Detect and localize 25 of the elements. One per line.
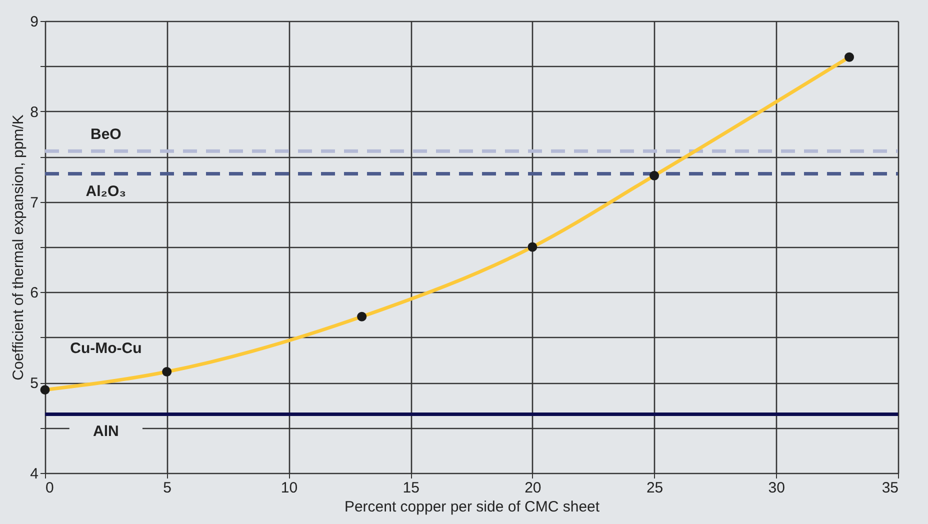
ref-line-label: BeO — [90, 126, 122, 144]
x-axis-title: Percent copper per side of CMC sheet — [344, 498, 600, 516]
y-axis-title: Coefficient of thermal expansion, ppm/K — [10, 114, 28, 380]
point — [844, 52, 854, 62]
ref-line-label: AlN — [93, 423, 119, 440]
point — [162, 367, 172, 376]
point — [650, 170, 660, 180]
point — [357, 312, 367, 322]
x-tick-label: 35 — [882, 480, 898, 496]
y-tick-label: 4 — [30, 466, 38, 482]
y-tick-label: 7 — [30, 194, 38, 212]
y-tick-label: 8 — [30, 104, 38, 121]
series-label: Cu-Mo-Cu — [70, 340, 142, 357]
y-tick-label: 6 — [30, 284, 38, 302]
x-tick-label: 5 — [163, 480, 172, 496]
x-tick-label: 25 — [646, 480, 664, 496]
y-tick-label: 9 — [30, 14, 38, 30]
y-tick-label: 5 — [30, 375, 38, 392]
ref-line-label: Al₂O₃ — [86, 182, 126, 200]
x-tick-label: 15 — [402, 480, 420, 496]
x-tick-label: 30 — [768, 480, 785, 496]
x-tick-label: 10 — [280, 480, 298, 496]
x-tick-label: 20 — [524, 480, 542, 496]
x-tick-label: 0 — [46, 480, 54, 496]
point — [528, 242, 538, 252]
